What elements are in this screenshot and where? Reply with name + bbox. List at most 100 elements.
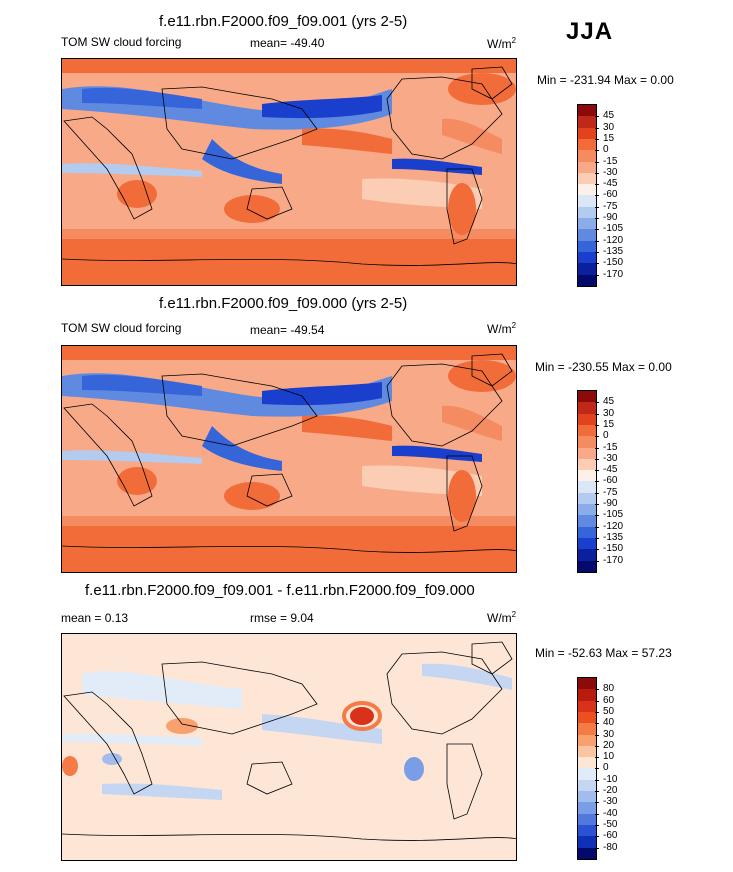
panel1-map-field xyxy=(62,59,516,285)
colorbar-swatch xyxy=(578,458,596,471)
colorbar-level-label: 0 xyxy=(603,430,609,442)
colorbar-tick xyxy=(595,836,599,838)
colorbar-level-label: -150 xyxy=(603,543,624,555)
colorbar-swatch xyxy=(578,274,596,287)
colorbar-level-label: 60 xyxy=(603,694,615,706)
panel3-minmax: Min = -52.63 Max = 57.23 xyxy=(535,646,672,660)
colorbar-level-label: -80 xyxy=(603,841,618,853)
colorbar-level-label: 45 xyxy=(603,396,615,408)
panel1-units: W/m2 xyxy=(487,36,517,51)
colorbar-level-label: -50 xyxy=(603,818,618,830)
colorbar-tick xyxy=(595,537,599,539)
colorbar-tick xyxy=(595,127,599,129)
colorbar-level-label: -150 xyxy=(603,257,624,269)
colorbar-swatch xyxy=(578,537,596,550)
colorbar-level-label: -90 xyxy=(603,498,618,509)
colorbar-tick xyxy=(595,470,599,472)
colorbar-swatch xyxy=(578,745,596,758)
colorbar-tick xyxy=(595,847,599,849)
colorbar-swatch xyxy=(578,678,596,690)
colorbar-level-label: -170 xyxy=(603,268,624,280)
colorbar-level-label: 30 xyxy=(603,728,615,740)
colorbar-tick xyxy=(595,116,599,118)
colorbar-tick xyxy=(595,745,599,747)
colorbar-swatch xyxy=(578,172,596,185)
colorbar-level-label: -60 xyxy=(603,830,618,842)
colorbar-level-label: -15 xyxy=(603,441,618,453)
panel3-map-field xyxy=(62,634,516,860)
colorbar-tick xyxy=(595,251,599,253)
colorbar-tick xyxy=(595,526,599,528)
colorbar-swatch xyxy=(578,206,596,219)
panel2-map-field xyxy=(62,346,516,572)
colorbar-tick xyxy=(595,492,599,494)
colorbar-tick xyxy=(595,218,599,219)
colorbar-level-label: -40 xyxy=(603,807,618,819)
colorbar-tick xyxy=(595,723,599,725)
colorbar-swatch xyxy=(578,251,596,264)
colorbar-level-label: 15 xyxy=(603,132,615,144)
colorbar-tick xyxy=(595,263,599,265)
colorbar-level-label: -90 xyxy=(603,212,618,223)
colorbar-level-label: -15 xyxy=(603,155,618,167)
colorbar-tick xyxy=(595,791,599,792)
colorbar-swatch xyxy=(578,768,596,781)
colorbar-level-label: -170 xyxy=(603,554,624,566)
panel2-variable-label: TOM SW cloud forcing xyxy=(61,321,182,335)
colorbar-tick xyxy=(595,184,599,186)
panel3-title: f.e11.rbn.F2000.f09_f09.001 - f.e11.rbn.… xyxy=(85,582,475,599)
colorbar-level-label: -75 xyxy=(603,200,618,212)
colorbar-swatch xyxy=(578,229,596,242)
colorbar-swatch xyxy=(578,779,596,792)
colorbar-level-label: 30 xyxy=(603,121,615,133)
colorbar-tick xyxy=(595,813,599,815)
colorbar-level-label: -75 xyxy=(603,486,618,498)
colorbar-tick xyxy=(595,689,599,691)
colorbar-level-label: -105 xyxy=(603,223,624,235)
colorbar-swatch xyxy=(578,127,596,140)
colorbar-level-label: 0 xyxy=(603,144,609,156)
panel1-minmax: Min = -231.94 Max = 0.00 xyxy=(537,73,674,87)
panel1-map xyxy=(61,58,517,286)
colorbar-swatch xyxy=(578,526,596,539)
panel3-rmse-label: rmse = 9.04 xyxy=(250,611,314,625)
colorbar-tick xyxy=(595,560,599,562)
colorbar-level-label: 15 xyxy=(603,418,615,430)
panel1-mean-label: mean= -49.40 xyxy=(250,36,325,50)
colorbar-tick xyxy=(595,436,599,438)
colorbar-frame xyxy=(577,390,597,573)
colorbar-level-label: -20 xyxy=(603,785,618,796)
colorbar-level-label: -60 xyxy=(603,475,618,487)
colorbar-level-label: 40 xyxy=(603,717,615,729)
panel3-units: W/m2 xyxy=(487,610,517,625)
colorbar-level-label: 80 xyxy=(603,683,615,695)
colorbar-swatch xyxy=(578,700,596,713)
colorbar-level-label: -135 xyxy=(603,531,624,543)
colorbar-tick xyxy=(595,424,599,426)
colorbar-level-label: -30 xyxy=(603,166,618,178)
colorbar-swatch xyxy=(578,447,596,460)
colorbar-level-label: -135 xyxy=(603,245,624,257)
colorbar-level-label: -10 xyxy=(603,773,618,785)
colorbar-tick xyxy=(595,504,599,505)
colorbar-tick xyxy=(595,229,599,231)
panel2-map xyxy=(61,345,517,573)
colorbar-swatch xyxy=(578,504,596,516)
colorbar-swatch xyxy=(578,436,596,448)
colorbar-tick xyxy=(595,802,599,804)
colorbar-swatch xyxy=(578,560,596,573)
colorbar-level-label: -30 xyxy=(603,452,618,464)
colorbar-swatch xyxy=(578,105,596,117)
colorbar-tick xyxy=(595,549,599,551)
colorbar-swatch xyxy=(578,515,596,528)
colorbar-level-label: -105 xyxy=(603,509,624,521)
colorbar-tick xyxy=(595,768,599,770)
colorbar-swatch xyxy=(578,824,596,837)
colorbar-tick xyxy=(595,195,599,197)
colorbar-level-label: 30 xyxy=(603,407,615,419)
colorbar-swatch xyxy=(578,195,596,208)
season-label: JJA xyxy=(566,18,614,45)
colorbar-level-label: -45 xyxy=(603,178,618,190)
colorbar-tick xyxy=(595,161,599,163)
colorbar-swatch xyxy=(578,402,596,415)
